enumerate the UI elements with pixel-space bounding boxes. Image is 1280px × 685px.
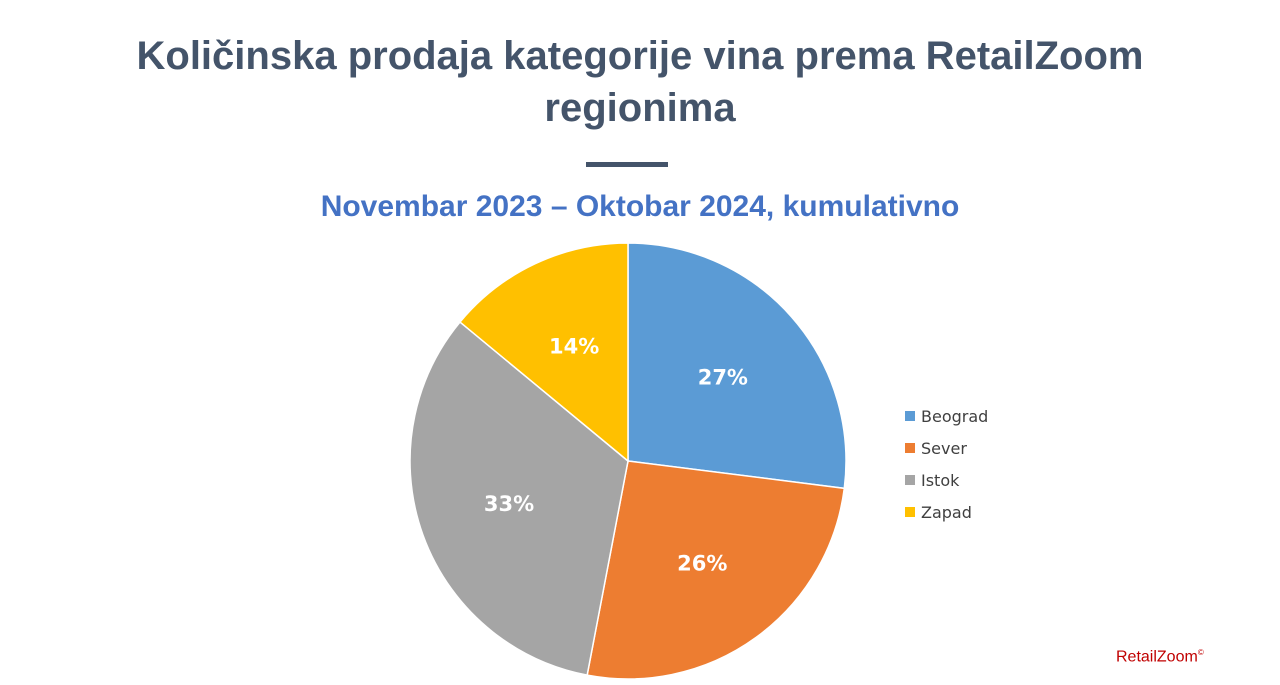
pie-slice-istok	[409, 320, 629, 677]
title-underline	[586, 162, 668, 167]
legend-item-sever: Sever	[905, 432, 1025, 464]
data-label-zapad: 14%	[549, 335, 599, 359]
legend-label: Istok	[921, 470, 960, 490]
pie-slice-beograd	[627, 242, 847, 490]
legend-swatch	[905, 475, 915, 485]
data-label-beograd: 27%	[698, 365, 748, 389]
title-line-2: regionima	[544, 86, 736, 130]
brand-logo: RetailZoom©	[1116, 648, 1204, 666]
data-label-istok: 33%	[484, 492, 534, 516]
legend-label: Beograd	[921, 406, 989, 426]
legend-item-istok: Istok	[905, 464, 1025, 496]
legend-item-zapad: Zapad	[905, 496, 1025, 528]
page-title: Količinska prodaja kategorije vina prema…	[60, 30, 1220, 134]
legend-swatch	[905, 443, 915, 453]
brand-name: RetailZoom	[1116, 648, 1198, 666]
legend-label: Sever	[921, 438, 967, 458]
chart-legend: Beograd Sever Istok Zapad	[905, 400, 1025, 528]
legend-swatch	[905, 411, 915, 421]
legend-item-beograd: Beograd	[905, 400, 1025, 432]
data-label-sever: 26%	[677, 551, 727, 575]
pie-slice-sever	[586, 460, 846, 680]
title-line-1: Količinska prodaja kategorije vina prema…	[136, 34, 1144, 78]
legend-swatch	[905, 507, 915, 517]
pie-slice-zapad	[458, 242, 629, 463]
copyright-mark: ©	[1197, 648, 1204, 657]
chart-subtitle: Novembar 2023 – Oktobar 2024, kumulativn…	[320, 190, 960, 223]
legend-label: Zapad	[921, 502, 972, 522]
